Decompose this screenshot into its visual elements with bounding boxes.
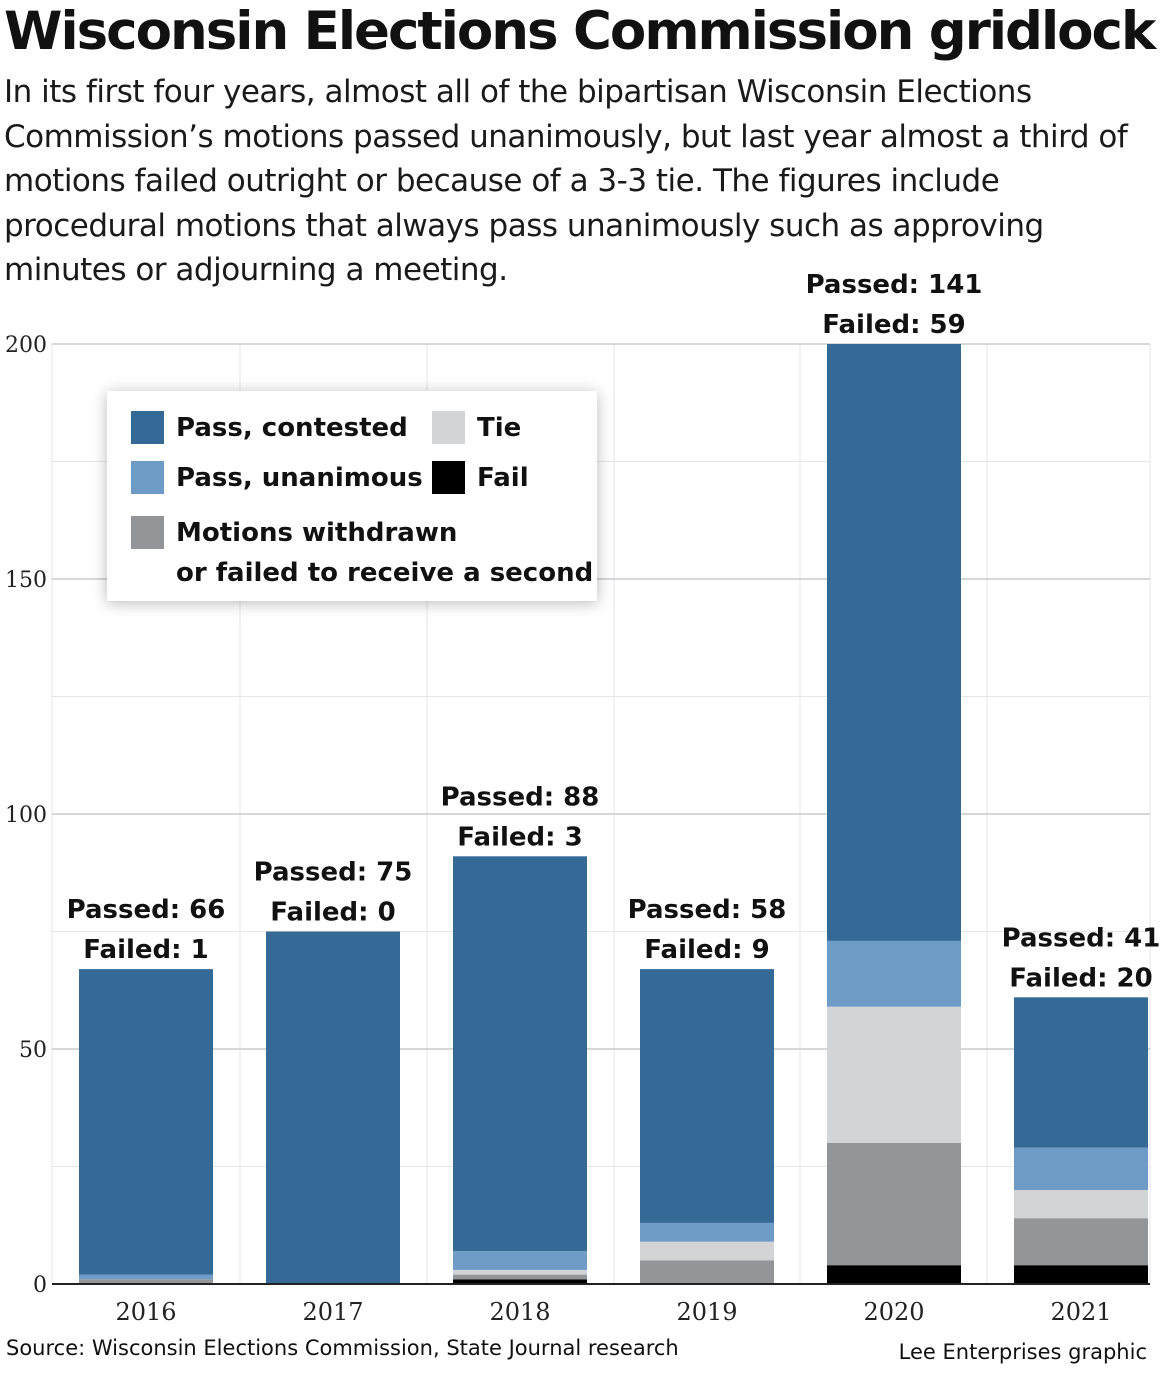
bar-2021-tie	[1014, 1190, 1148, 1219]
legend-item-tie: Tie	[432, 408, 521, 448]
bar-label-failed-2019: Failed: 9	[644, 935, 769, 965]
bar-2020-fail	[827, 1265, 961, 1284]
bar-2021-fail	[1014, 1265, 1148, 1284]
x-tick-2016: 2016	[115, 1298, 176, 1326]
y-tick-0: 0	[33, 1273, 47, 1298]
bar-2020-withdrawn	[827, 1143, 961, 1266]
bar-2021-withdrawn	[1014, 1218, 1148, 1266]
legend-label-tie: Tie	[477, 413, 522, 443]
legend-swatch-tie	[432, 411, 465, 444]
bar-2020-tie	[827, 1006, 961, 1143]
legend-item-pass-unanimous: Pass, unanimous	[131, 458, 423, 498]
source-note: Source: Wisconsin Elections Commission, …	[6, 1336, 679, 1360]
bar-2018-withdrawn	[453, 1274, 587, 1280]
bar-label-failed-2021: Failed: 20	[1009, 963, 1152, 993]
bar-2019-pass-contested	[640, 969, 774, 1223]
legend: Pass, contested Tie Pass, unanimous Fail…	[107, 391, 597, 601]
bar-2016-pass-contested	[79, 969, 213, 1275]
bar-label-passed-2018: Passed: 88	[441, 782, 600, 812]
bar-2020-pass-unanimous	[827, 940, 961, 1007]
legend-swatch-fail	[432, 461, 465, 494]
bar-2020-pass-contested	[827, 344, 961, 941]
chart-subtitle: In its first four years, almost all of t…	[4, 74, 1128, 288]
bar-2021-pass-contested	[1014, 997, 1148, 1148]
bar-labels: Passed: 66 Failed: 1 Passed: 75 Failed: 0 Pa…	[67, 270, 1161, 993]
bar-2019-withdrawn	[640, 1260, 774, 1284]
y-tick-100: 100	[5, 803, 47, 828]
bar-label-failed-2018: Failed: 3	[457, 822, 582, 852]
legend-item-withdrawn: Motions withdrawn or failed to receive a…	[131, 513, 593, 593]
credit-note: Lee Enterprises graphic	[898, 1340, 1147, 1364]
x-tick-2017: 2017	[302, 1298, 363, 1326]
bar-2018-fail	[453, 1279, 587, 1284]
legend-label-withdrawn-line-2: or failed to receive a second	[176, 558, 594, 588]
legend-item-pass-contested: Pass, contested	[131, 408, 408, 448]
x-tick-2020: 2020	[863, 1298, 924, 1326]
bars	[79, 344, 1148, 1284]
legend-label-withdrawn-line-1: Motions withdrawn	[176, 518, 458, 548]
y-tick-200: 200	[5, 333, 47, 358]
bar-2016-pass-unanimous	[79, 1274, 213, 1280]
x-tick-2019: 2019	[676, 1298, 737, 1326]
bar-2018-pass-unanimous	[453, 1251, 587, 1270]
bar-2018-tie	[453, 1269, 587, 1275]
bar-label-failed-2016: Failed: 1	[83, 935, 208, 965]
bar-label-passed-2019: Passed: 58	[628, 895, 787, 925]
bar-2017-pass-contested	[266, 931, 400, 1284]
y-tick-50: 50	[19, 1038, 47, 1063]
legend-label-pass-contested: Pass, contested	[176, 413, 408, 443]
legend-swatch-pass-unanimous	[131, 461, 164, 494]
bar-label-passed-2016: Passed: 66	[67, 895, 226, 925]
bar-2016-withdrawn	[79, 1279, 213, 1284]
bar-label-failed-2020: Failed: 59	[822, 310, 965, 340]
bar-2021-pass-unanimous	[1014, 1147, 1148, 1190]
bar-label-failed-2017: Failed: 0	[270, 898, 395, 928]
x-tick-2018: 2018	[489, 1298, 550, 1326]
axes: 0 50 100 150 200 2016 2017 2018 2019 2020 2021	[5, 333, 1150, 1326]
bar-label-passed-2021: Passed: 41	[1002, 923, 1161, 953]
bar-label-passed-2017: Passed: 75	[254, 858, 413, 888]
x-tick-2021: 2021	[1050, 1298, 1111, 1326]
legend-label-fail: Fail	[477, 463, 529, 493]
legend-item-fail: Fail	[432, 458, 529, 498]
bar-2019-tie	[640, 1241, 774, 1261]
legend-swatch-withdrawn	[131, 516, 164, 549]
bar-label-passed-2020: Passed: 141	[806, 270, 983, 300]
y-tick-150: 150	[5, 568, 47, 593]
chart-title: Wisconsin Elections Commission gridlock	[4, 1, 1156, 62]
legend-swatch-pass-contested	[131, 411, 164, 444]
legend-label-pass-unanimous: Pass, unanimous	[176, 463, 423, 493]
legend-label-withdrawn: Motions withdrawn or failed to receive a…	[176, 513, 593, 593]
bar-2019-pass-unanimous	[640, 1222, 774, 1242]
bar-2018-pass-contested	[453, 856, 587, 1252]
